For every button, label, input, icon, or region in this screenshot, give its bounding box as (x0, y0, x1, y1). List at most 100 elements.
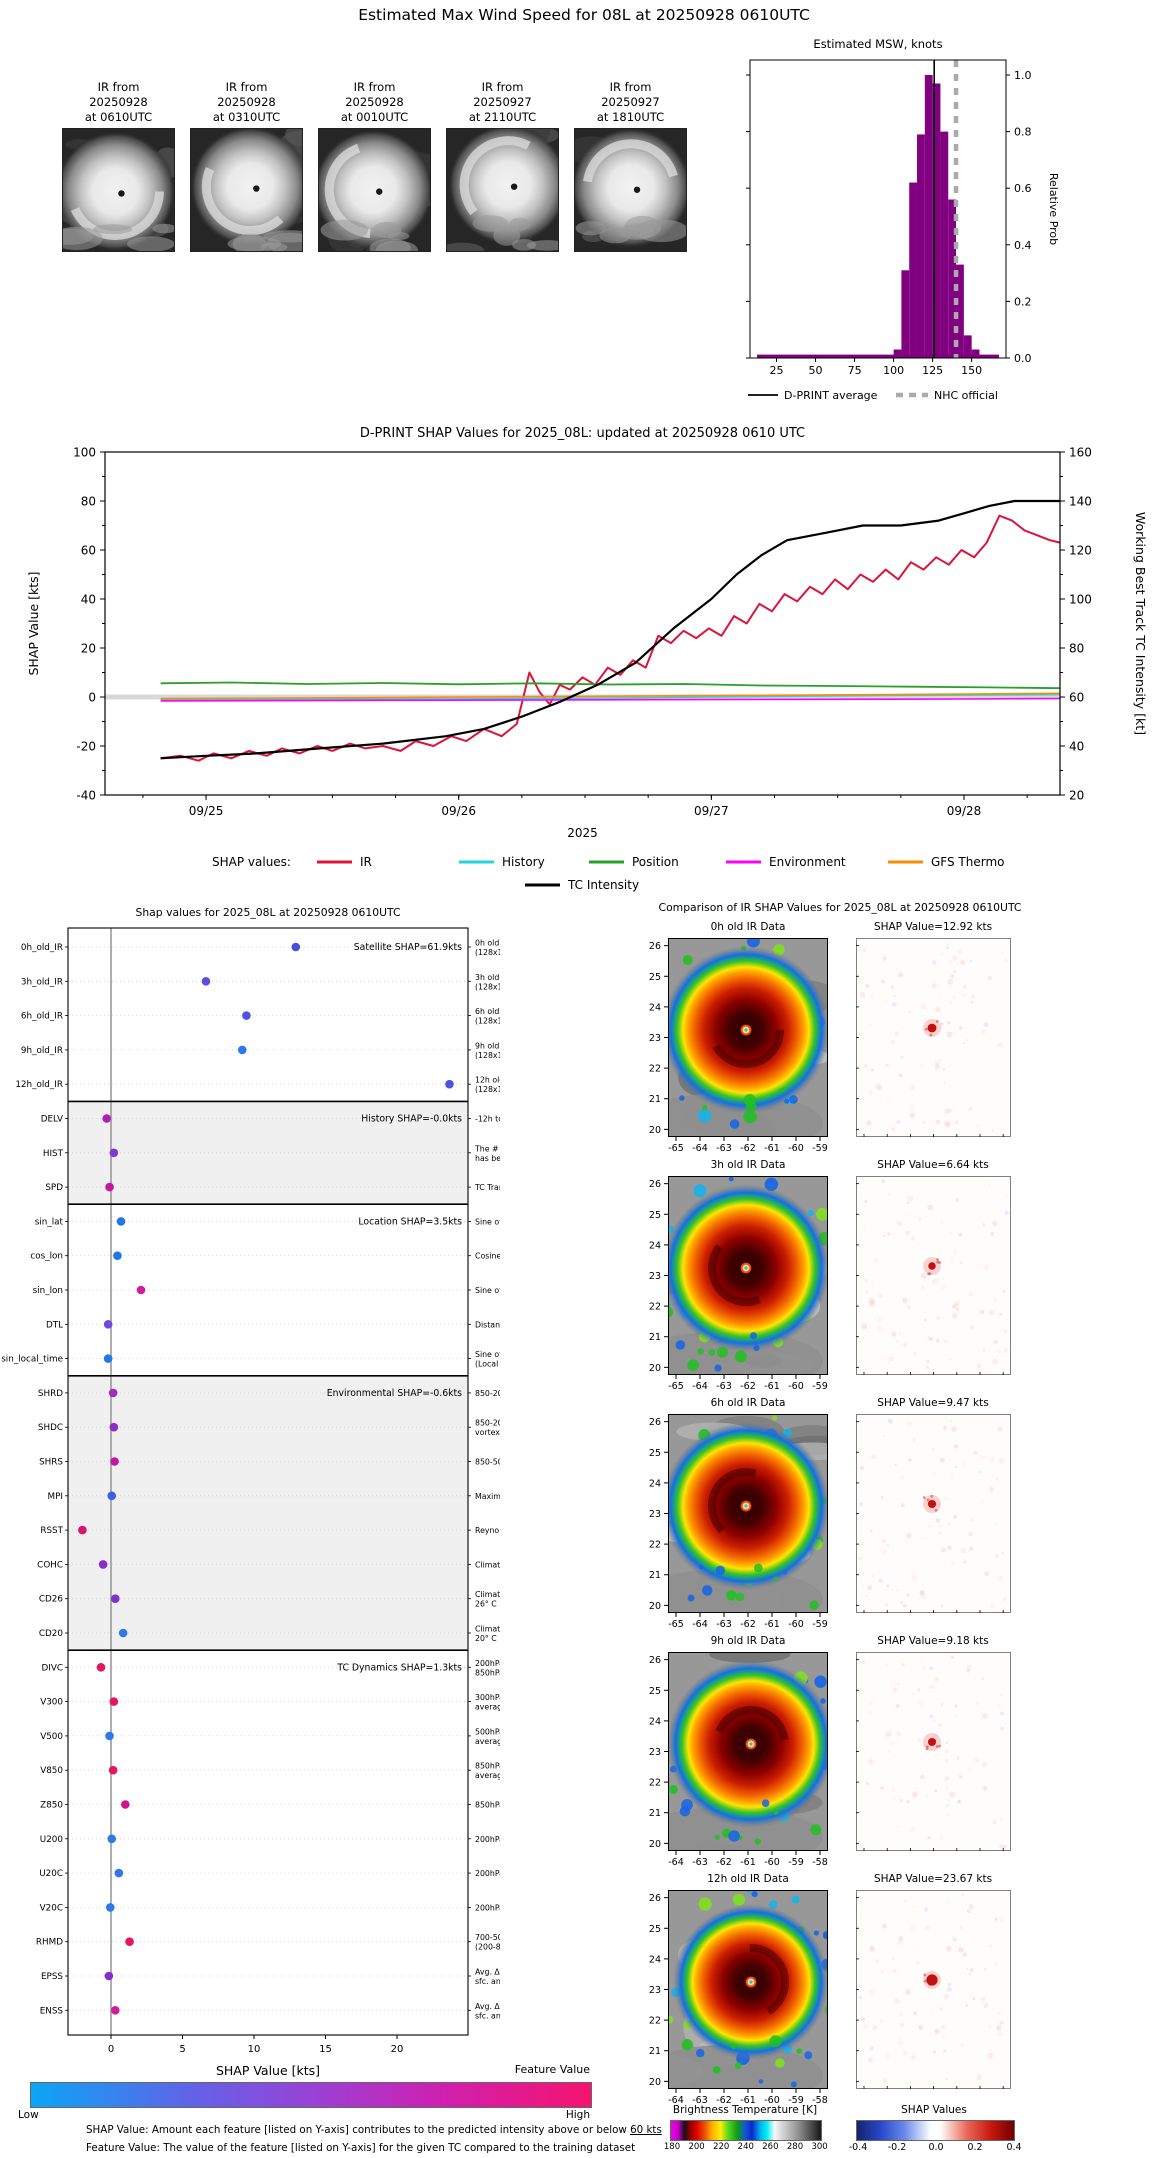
feature-desc: (128x128 grid points) (475, 1051, 500, 1060)
series-history-line (160, 693, 1061, 701)
svg-text:09/27: 09/27 (694, 804, 729, 818)
feature-desc: 9h old IR data (475, 1041, 500, 1050)
shap-value-map (856, 1652, 1011, 1851)
svg-text:20: 20 (649, 2077, 661, 2088)
svg-text:80: 80 (81, 495, 96, 509)
shap-colorbar (856, 2120, 1015, 2141)
svg-text:26: 26 (649, 1417, 661, 1428)
svg-text:21: 21 (649, 1094, 661, 1105)
feature-desc: Climatological depth of (475, 1590, 500, 1599)
shap-dot (445, 1079, 454, 1089)
feature-desc: Climatological depth of (475, 1625, 500, 1634)
shap-dot (104, 1971, 114, 1981)
shap-dot (107, 1491, 117, 1501)
svg-text:24: 24 (649, 1954, 661, 1965)
series-environment-line (160, 697, 1061, 702)
feature-label: EPSS (41, 1972, 63, 1982)
shap-dot (103, 1354, 113, 1363)
feature-desc: Sine of Longitude (475, 1286, 500, 1295)
svg-text:120: 120 (1069, 544, 1092, 558)
ir-thumbnail: IR from 20250927 at 2110UTC (438, 80, 567, 252)
svg-text:22: 22 (649, 1302, 661, 1313)
svg-text:25: 25 (649, 1686, 661, 1697)
feature-desc: averaged at 500 km (475, 1703, 500, 1712)
svg-text:0.8: 0.8 (1014, 126, 1032, 139)
svg-text:-61: -61 (740, 1857, 756, 1866)
feature-label: ENSS (40, 2006, 64, 2016)
feature-desc: averaged at 500 km (475, 1737, 500, 1746)
feature-desc: averaged at 500 km (475, 1771, 500, 1780)
feature-desc: Sine of Time of Day (475, 1350, 500, 1359)
svg-text:0: 0 (88, 691, 96, 705)
feature-desc: 0h old IR data (475, 939, 500, 948)
feature-label: SPD (45, 1183, 63, 1193)
feature-label: HIST (43, 1149, 64, 1159)
feature-desc: 850-200hPa shear with (475, 1419, 500, 1428)
feature-desc: sfc. and saturated env. θe (200-800 km) (475, 2011, 500, 2020)
svg-text:-62: -62 (716, 1857, 732, 1866)
shap-value-title: SHAP Value=9.18 kts (877, 1635, 989, 1647)
ir-thumbnail-label: IR from 20250928 at 0610UTC (84, 80, 153, 124)
shap-value-footnote-text: SHAP Value: Amount each feature [listed … (86, 2124, 631, 2136)
svg-text:125: 125 (922, 364, 943, 377)
shap-dot (110, 2006, 120, 2015)
svg-text:-64: -64 (692, 1143, 708, 1152)
svg-text:0.2: 0.2 (1014, 295, 1032, 308)
feature-desc: 200hPa meridional wind (0-500 km) (475, 1903, 500, 1912)
feature-label: CD20 (39, 1629, 64, 1639)
feature-label: U200 (40, 1835, 64, 1845)
shap-value-footnote: SHAP Value: Amount each feature [listed … (86, 2124, 662, 2136)
brightness-colorbar (670, 2120, 822, 2141)
ir-thumbnail-label: IR from 20250927 at 2110UTC (468, 80, 537, 124)
series-position-line (160, 681, 1061, 690)
feature-desc: Avg. Δ θe (only -) btwn parcel lifted fr… (475, 2002, 500, 2011)
svg-text:20: 20 (649, 1125, 661, 1136)
feature-desc: 200hPa divergence centered at (475, 1659, 500, 1668)
svg-text:-63: -63 (692, 1857, 708, 1866)
svg-text:24: 24 (649, 1478, 661, 1489)
shap-value-map (856, 938, 1011, 1137)
svg-text:GFS Thermo: GFS Thermo (931, 855, 1005, 869)
svg-text:-64: -64 (668, 2095, 684, 2104)
ir-data-map: 26 25 24 23 22 21 20 -64 -63 -62 -61 -60 -59 -58 (649, 1652, 828, 1866)
feature-label: DTL (46, 1320, 63, 1330)
feature-label: 12h_old_IR (15, 1080, 63, 1090)
series-tc-intensity-line (160, 499, 1060, 760)
shap-dot (78, 1525, 87, 1535)
svg-text:21: 21 (649, 1570, 661, 1581)
svg-text:NHC official: NHC official (934, 389, 998, 402)
svg-text:5: 5 (179, 2044, 185, 2055)
svg-text:09/25: 09/25 (189, 804, 224, 818)
svg-text:100: 100 (883, 364, 904, 377)
shap-dot (102, 1114, 112, 1123)
shap-dot (114, 1868, 124, 1878)
ir-thumbnail-image (190, 128, 303, 252)
svg-text:-60: -60 (764, 1857, 780, 1866)
shap-tick-label: -0.2 (887, 2142, 907, 2153)
svg-text:Environment: Environment (769, 855, 846, 869)
shap-dot (107, 1834, 117, 1844)
svg-text:-59: -59 (812, 1619, 828, 1628)
svg-text:25: 25 (649, 972, 661, 983)
svg-text:Position: Position (632, 855, 679, 869)
svg-text:-64: -64 (692, 1381, 708, 1390)
svg-text:24: 24 (649, 1716, 661, 1727)
shap-colorbar-title: SHAP Values (901, 2104, 967, 2116)
svg-text:10: 10 (248, 2044, 261, 2055)
group-annotation: Location SHAP=3.5kts (358, 1216, 462, 1227)
brightness-tick-label: 200 (688, 2142, 705, 2152)
feature-desc: sfc. and saturated env. θe (200-800 km) (475, 1977, 500, 1986)
ir-data-map: 26 25 24 23 22 21 20 -64 -63 -62 -61 -60 -59 -58 (649, 1890, 828, 2104)
ir-thumbnail-label: IR from 20250927 at 1810UTC (596, 80, 665, 124)
shap-dot (105, 1731, 114, 1741)
ir-thumbnail-label: IR from 20250928 at 0010UTC (340, 80, 409, 124)
feature-label: V300 (40, 1698, 63, 1708)
svg-text:SHAP values:: SHAP values: (212, 855, 291, 869)
shap-dot (109, 1422, 119, 1432)
feature-desc: Reynolds SST (475, 1526, 500, 1535)
svg-text:23: 23 (649, 1509, 661, 1520)
